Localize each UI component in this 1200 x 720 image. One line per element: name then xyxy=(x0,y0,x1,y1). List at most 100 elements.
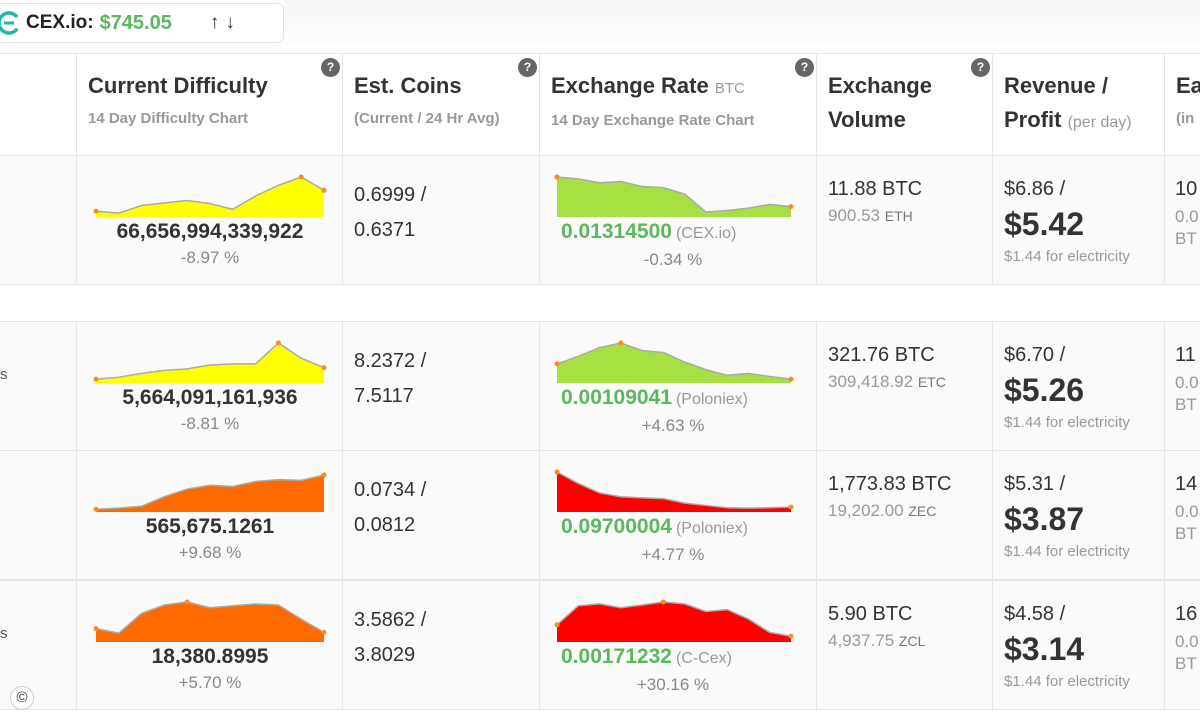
sparkline-line xyxy=(556,176,792,213)
difficulty-sparkline[interactable] xyxy=(93,595,327,643)
difficulty-value: 5,664,091,161,936 xyxy=(122,386,298,409)
header-difficulty[interactable]: Current Difficulty 14 Day Difficulty Cha… xyxy=(77,54,343,155)
difficulty-value: 565,675.1261 xyxy=(145,515,275,538)
exchange-rate: 0.09700004 (Poloniex) xyxy=(561,515,748,539)
coin-name-cell[interactable] xyxy=(0,156,77,284)
price-ticker[interactable]: CEX.io: $745.05 ↑↓ xyxy=(0,3,284,43)
header-rate[interactable]: Exchange Rate BTC 14 Day Exchange Rate C… xyxy=(540,54,817,155)
rate-value: 0.00109041 xyxy=(561,386,672,409)
volume-btc: 321.76 BTC xyxy=(828,344,935,366)
earnings-btc-value: 0.0 xyxy=(1175,632,1199,651)
revenue-cell: $5.31 / $3.87 $1.44 for electricity xyxy=(993,451,1165,579)
exchange-rate: 0.00109041 (Poloniex) xyxy=(561,386,748,410)
sparkline-area xyxy=(557,177,791,217)
header-coins[interactable]: Est. Coins (Current / 24 Hr Avg) ? xyxy=(343,54,540,155)
header-difficulty-sub: 14 Day Difficulty Chart xyxy=(88,110,249,127)
sparkline-point xyxy=(660,599,666,605)
rate-value: 0.01314500 xyxy=(561,220,672,243)
help-icon[interactable]: ? xyxy=(795,58,814,77)
exchange-name[interactable]: (CEX.io) xyxy=(675,225,737,242)
header-name-col xyxy=(0,54,77,155)
coins-avg: 0.6371 xyxy=(354,219,416,241)
header-revenue[interactable]: Revenue / Profit (per day) xyxy=(993,54,1165,155)
earnings-btc-unit: BT xyxy=(1175,395,1197,414)
exchange-name[interactable]: (Poloniex) xyxy=(675,520,748,537)
header-earnings-title: Ea xyxy=(1176,73,1200,98)
earnings-value: 11 xyxy=(1175,344,1196,366)
difficulty-cell[interactable]: 66,656,994,339,922 -8.97 % xyxy=(77,156,343,284)
coin-name-fragment: s xyxy=(0,366,8,383)
revenue-cell: $4.58 / $3.14 $1.44 for electricity xyxy=(993,581,1165,709)
earnings-cell: 11 0.0 BT xyxy=(1165,322,1200,450)
profit-value: $5.42 xyxy=(1004,206,1085,242)
coins-current: 3.5862 / xyxy=(354,609,427,631)
earnings-btc-value: 0.0 xyxy=(1175,207,1199,226)
volume-alt-currency: ETC xyxy=(917,374,946,390)
rate-sparkline[interactable] xyxy=(554,465,794,513)
sparkline-point xyxy=(788,504,794,510)
sparkline-point xyxy=(788,204,794,210)
rate-cell[interactable]: 0.00109041 (Poloniex) +4.63 % xyxy=(540,322,817,450)
difficulty-value: 18,380.8995 xyxy=(151,645,269,668)
coin-name-cell[interactable] xyxy=(0,451,77,579)
sparkline-point xyxy=(93,376,99,382)
table-row[interactable]: 565,675.1261 +9.68 % 0.0734 / 0.0812 0.09… xyxy=(0,450,1200,580)
header-revenue-title: Revenue / Profit (per day) xyxy=(1004,69,1132,140)
difficulty-sparkline[interactable] xyxy=(93,170,327,218)
volume-alt-value: 4,937.75 xyxy=(828,631,895,650)
help-icon[interactable]: ? xyxy=(518,58,537,77)
sparkline-line xyxy=(95,176,325,214)
earnings-value: 16 xyxy=(1175,603,1198,625)
rate-cell[interactable]: 0.01314500 (CEX.io) -0.34 % xyxy=(540,156,817,284)
sparkline-line xyxy=(95,474,325,510)
sort-arrows-icon[interactable]: ↑↓ xyxy=(209,12,241,33)
earnings-btc-unit: BT xyxy=(1175,654,1197,673)
header-earnings[interactable]: Ea (in xyxy=(1165,54,1200,155)
header-revenue-line2: Profit xyxy=(1004,107,1062,132)
coins-avg: 7.5117 xyxy=(354,385,414,407)
difficulty-sparkline[interactable] xyxy=(93,465,327,513)
rate-cell[interactable]: 0.09700004 (Poloniex) +4.77 % xyxy=(540,451,817,579)
rate-sparkline[interactable] xyxy=(554,336,794,384)
profit-value: $5.26 xyxy=(1004,372,1085,408)
header-rate-title: Exchange Rate BTC xyxy=(551,69,745,106)
coins-current: 0.6999 / xyxy=(354,184,427,206)
table-row[interactable]: s 5,664,091,161,936 -8.81 % 8.2372 / 7.51… xyxy=(0,321,1200,451)
coin-name-cell[interactable]: s xyxy=(0,581,77,709)
table-row[interactable]: s 18,380.8995 +5.70 % 3.5862 / 3.8029 0.0… xyxy=(0,580,1200,710)
difficulty-cell[interactable]: 565,675.1261 +9.68 % xyxy=(77,451,343,579)
header-difficulty-title: Current Difficulty xyxy=(88,73,268,98)
earnings-cell: 14 0.0 BT xyxy=(1165,451,1200,579)
difficulty-cell[interactable]: 5,664,091,161,936 -8.81 % xyxy=(77,322,343,450)
volume-alt: 309,418.92 ETC xyxy=(828,372,946,392)
header-rate-sub: 14 Day Exchange Rate Chart xyxy=(551,112,755,129)
est-coins: 8.2372 / 7.5117 xyxy=(354,344,426,414)
coin-name-cell[interactable]: s xyxy=(0,322,77,450)
help-icon[interactable]: ? xyxy=(971,58,990,77)
rate-sparkline[interactable] xyxy=(554,595,794,643)
exchange-name[interactable]: (C-Cex) xyxy=(675,650,732,667)
rate-change: +30.16 % xyxy=(636,675,710,694)
help-icon[interactable]: ? xyxy=(321,58,340,77)
rate-cell[interactable]: 0.00171232 (C-Cex) +30.16 % xyxy=(540,581,817,709)
table-row[interactable]: 66,656,994,339,922 -8.97 % 0.6999 / 0.637… xyxy=(0,155,1200,285)
sparkline-point xyxy=(93,208,99,214)
sparkline-point xyxy=(298,174,304,180)
rate-sparkline[interactable] xyxy=(554,170,794,218)
difficulty-sparkline[interactable] xyxy=(93,336,327,384)
earnings-btc-value: 0.0 xyxy=(1175,502,1199,521)
electricity-cost: $1.44 for electricity xyxy=(1004,543,1130,560)
sparkline-point xyxy=(321,472,327,478)
copyright-icon[interactable]: © xyxy=(10,686,34,710)
electricity-cost: $1.44 for electricity xyxy=(1004,673,1130,690)
earnings-btc-unit: BT xyxy=(1175,524,1197,543)
exchange-name[interactable]: (Poloniex) xyxy=(675,391,748,408)
difficulty-change: +5.70 % xyxy=(178,673,242,692)
header-earnings-sub: (in xyxy=(1176,110,1195,127)
sparkline-line xyxy=(556,342,792,380)
difficulty-value: 66,656,994,339,922 xyxy=(116,220,304,243)
difficulty-cell[interactable]: 18,380.8995 +5.70 % xyxy=(77,581,343,709)
earnings-btc: 0.0 BT xyxy=(1175,372,1199,416)
header-volume[interactable]: Exchange Volume ? xyxy=(817,54,993,155)
top-bar xyxy=(284,0,1200,46)
